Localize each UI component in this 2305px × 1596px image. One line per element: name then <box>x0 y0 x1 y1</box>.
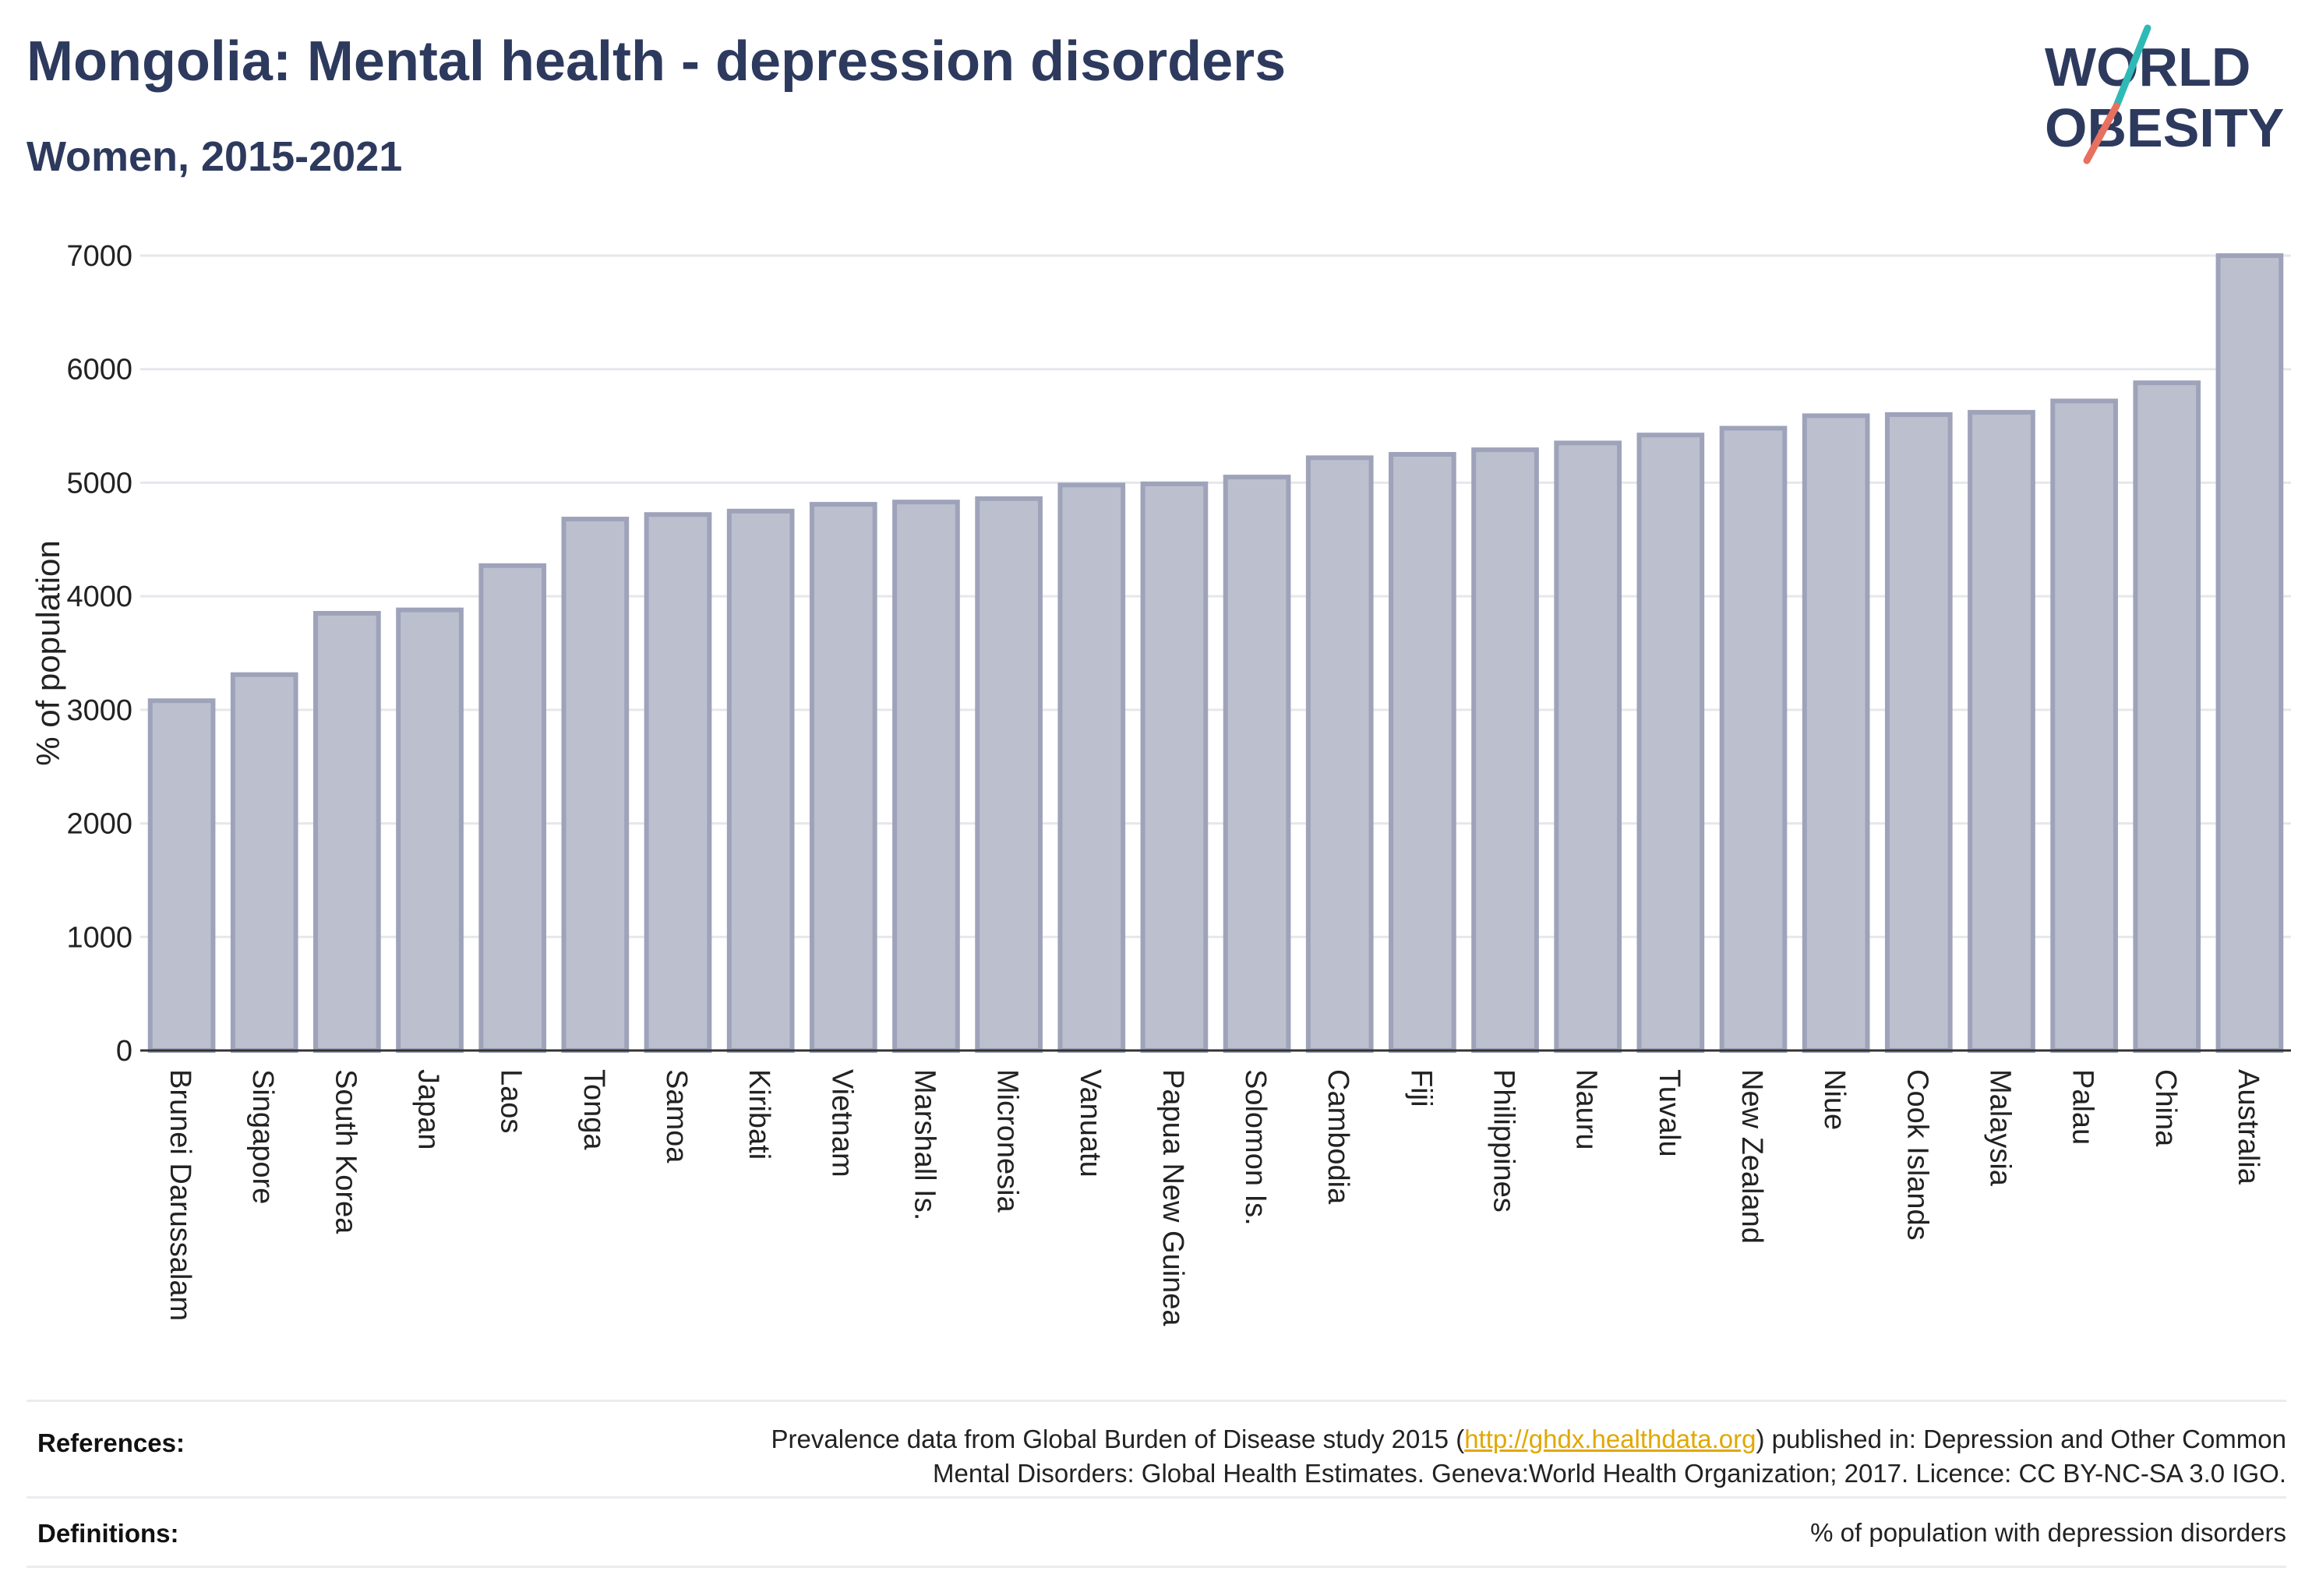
x-tick-label: Singapore <box>246 1069 279 1204</box>
references-row: References: Prevalence data from Global … <box>26 1400 2286 1499</box>
references-post: ) published in: Depression and Other Com… <box>1756 1425 2286 1453</box>
bar <box>726 508 795 1053</box>
x-tick-label: China <box>2149 1069 2182 1147</box>
x-tick-label: Japan <box>412 1069 445 1150</box>
bar <box>1140 481 1209 1053</box>
bar <box>1802 413 1870 1053</box>
x-tick-label: Fiji <box>1404 1069 1437 1107</box>
logo-slash-top <box>2113 24 2151 110</box>
bar <box>1305 455 1374 1053</box>
logo-slash-bottom <box>2083 102 2120 164</box>
bar <box>975 496 1043 1053</box>
bar <box>644 512 712 1053</box>
x-tick-label: Kiribati <box>743 1069 775 1160</box>
y-tick-label: 0 <box>116 1035 132 1068</box>
references-pre: Prevalence data from Global Burden of Di… <box>771 1425 1465 1453</box>
bar <box>1884 412 1953 1053</box>
x-tick-label: Niue <box>1818 1069 1851 1130</box>
y-tick-label: 1000 <box>66 921 132 954</box>
x-tick-label: Papua New Guinea <box>1156 1069 1189 1326</box>
x-tick-label: Malaysia <box>1983 1069 2016 1187</box>
x-tick-label: Nauru <box>1570 1069 1603 1150</box>
x-tick-label: Samoa <box>660 1069 693 1163</box>
world-obesity-logo: WORLD OBESITY <box>2045 24 2284 164</box>
x-tick-label: Cook Islands <box>1901 1069 1933 1241</box>
y-axis-label: % of population <box>30 540 66 766</box>
bar <box>561 517 630 1053</box>
y-tick-label: 5000 <box>66 467 132 500</box>
bar <box>2133 380 2201 1053</box>
references-text: Prevalence data from Global Burden of Di… <box>572 1422 2286 1491</box>
y-tick-label: 7000 <box>66 240 132 273</box>
bar <box>2215 253 2284 1053</box>
bar <box>230 672 298 1054</box>
bar <box>809 502 877 1053</box>
references-label: References: <box>37 1428 185 1457</box>
bar <box>1554 440 1622 1053</box>
x-tick-label: Brunei Darussalam <box>164 1069 196 1321</box>
bar <box>1636 433 1705 1053</box>
definitions-label: Definitions: <box>37 1519 179 1548</box>
bar-chart: 0 1000 2000 3000 4000 5000 6000 7000 Brunei Dar… <box>30 240 2291 1326</box>
y-tick-label: 2000 <box>66 808 132 841</box>
x-tick-label: Laos <box>495 1069 528 1133</box>
bar <box>892 500 960 1053</box>
x-tick-label: Tuvalu <box>1653 1069 1686 1157</box>
bar <box>396 607 464 1053</box>
y-axis-ticks: 0 1000 2000 3000 4000 5000 6000 7000 <box>66 240 132 1068</box>
y-tick-label: 6000 <box>66 354 132 387</box>
definitions-text: % of population with depression disorder… <box>1810 1518 2286 1547</box>
references-link[interactable]: http://ghdx.healthdata.org <box>1464 1425 1756 1453</box>
bar <box>147 698 216 1053</box>
bar <box>1389 452 1456 1053</box>
x-axis-ticks: Brunei Darussalam Singapore South Korea Jap… <box>164 1069 2264 1326</box>
y-tick-label: 3000 <box>66 694 132 727</box>
bar <box>1471 447 1539 1053</box>
bar <box>478 563 547 1053</box>
bars <box>147 253 2284 1054</box>
logo-line1: WORLD <box>2045 37 2250 97</box>
x-tick-label: Vietnam <box>825 1069 858 1178</box>
bar <box>1057 482 1126 1053</box>
bar <box>2050 398 2118 1053</box>
x-tick-label: Vanuatu <box>1074 1069 1107 1178</box>
definitions-row: Definitions: % of population with depres… <box>26 1496 2286 1568</box>
x-tick-label: Australia <box>2232 1069 2264 1185</box>
x-tick-label: New Zealand <box>1735 1069 1768 1244</box>
chart-title: Mongolia: Mental health - depression dis… <box>26 30 1287 93</box>
bar <box>1968 410 2035 1053</box>
chart-subtitle: Women, 2015-2021 <box>26 133 403 180</box>
x-tick-label: South Korea <box>329 1069 362 1234</box>
x-tick-label: Solomon Is. <box>1239 1069 1272 1226</box>
x-tick-label: Tonga <box>577 1069 610 1150</box>
x-tick-label: Micronesia <box>991 1069 1024 1213</box>
bar <box>1223 475 1291 1053</box>
x-tick-label: Cambodia <box>1322 1069 1354 1205</box>
x-tick-label: Marshall Is. <box>908 1069 941 1220</box>
logo-line2: OBESITY <box>2045 97 2284 158</box>
bar <box>313 611 381 1053</box>
x-tick-label: Palau <box>2067 1069 2099 1145</box>
references-line2: Mental Disorders: Global Health Estimate… <box>933 1459 2286 1488</box>
y-tick-label: 4000 <box>66 581 132 613</box>
x-tick-label: Philippines <box>1488 1069 1520 1213</box>
bar <box>1719 425 1788 1053</box>
